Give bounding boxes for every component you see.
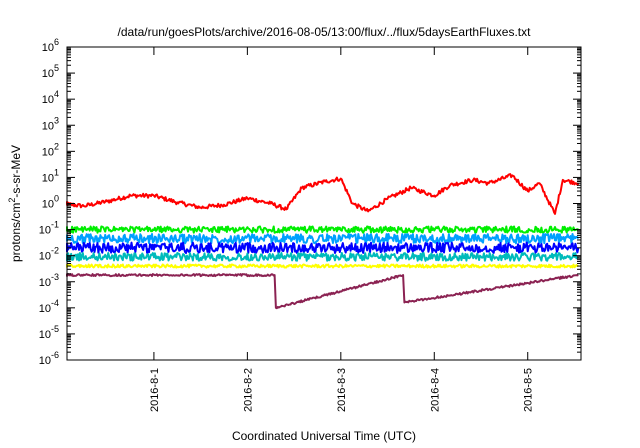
y-tick-label: 10-5	[39, 324, 59, 341]
y-tick-label: 106	[42, 37, 59, 54]
x-tick-label: 2016-8-4	[429, 368, 441, 412]
y-tick-label: 104	[42, 89, 59, 106]
series-line	[66, 263, 579, 269]
y-tick-label: 105	[42, 63, 59, 80]
series-line	[66, 241, 580, 254]
x-axis: 2016-8-1 2016-8-2 2016-8-3 2016-8-4 2016-8-5	[149, 47, 535, 412]
y-axis-label: protons/cm2-s-sr-MeV	[7, 145, 23, 262]
y-tick-label: 101	[42, 167, 59, 184]
x-tick-label: 2016-8-1	[149, 368, 161, 412]
y-tick-label: 102	[42, 141, 59, 158]
x-tick-label: 2016-8-5	[523, 368, 535, 412]
series-line	[66, 225, 579, 234]
y-axis: 10-6 10-5 10-4 10-3 10-2 10-1 100 101 102 103 104 1…	[39, 37, 581, 367]
y-tick-label: 10-2	[39, 246, 59, 263]
y-tick-label: 10-6	[39, 350, 59, 367]
chart-title: /data/run/goesPlots/archive/2016-08-05/1…	[118, 25, 532, 39]
series-layer	[66, 173, 580, 310]
y-tick-label: 10-1	[39, 220, 59, 237]
series-line	[66, 233, 580, 245]
x-tick-label: 2016-8-2	[242, 368, 254, 412]
y-tick-label: 10-4	[39, 298, 59, 315]
plot-frame	[66, 46, 582, 361]
x-tick-label: 2016-8-3	[336, 368, 348, 412]
y-tick-label: 100	[42, 194, 59, 211]
series-line	[66, 252, 580, 262]
y-tick-label: 10-3	[39, 272, 59, 289]
series-line	[66, 273, 579, 310]
series-line	[66, 173, 580, 215]
x-axis-label: Coordinated Universal Time (UTC)	[232, 429, 416, 443]
y-tick-label: 103	[42, 115, 59, 132]
